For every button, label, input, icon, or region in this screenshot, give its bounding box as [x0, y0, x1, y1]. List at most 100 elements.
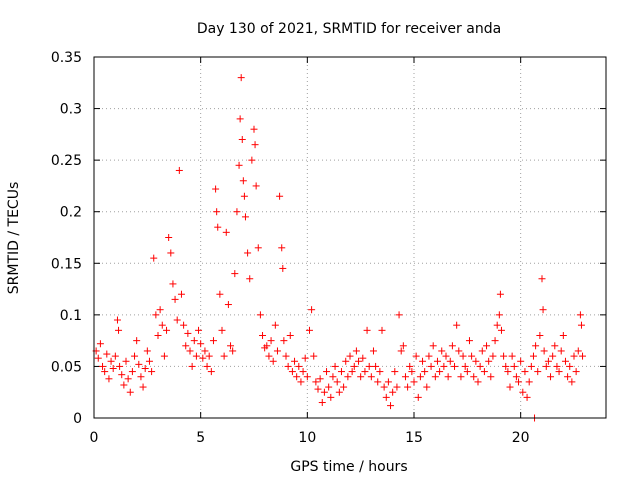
data-point	[109, 364, 117, 372]
data-point	[431, 373, 439, 381]
data-point	[218, 326, 226, 334]
data-point	[433, 357, 441, 365]
data-point	[384, 378, 392, 386]
data-point	[446, 357, 454, 365]
y-tick-label: 0.2	[60, 205, 82, 221]
data-point	[318, 399, 326, 407]
data-point	[156, 306, 164, 314]
data-point	[572, 368, 580, 376]
data-point	[359, 354, 367, 362]
data-point	[291, 357, 299, 365]
data-point	[139, 383, 147, 391]
data-point	[284, 362, 292, 370]
data-point	[327, 393, 335, 401]
data-point	[576, 311, 584, 319]
data-point	[372, 362, 380, 370]
data-point	[320, 388, 328, 396]
data-point	[236, 115, 244, 123]
data-point	[160, 352, 168, 360]
data-point	[238, 136, 246, 144]
data-point	[502, 362, 510, 370]
y-tick-label: 0.05	[51, 359, 82, 375]
data-point	[214, 223, 222, 231]
data-point	[423, 383, 431, 391]
data-point	[220, 352, 228, 360]
data-point	[483, 342, 491, 350]
data-point	[233, 208, 241, 216]
data-point	[363, 326, 371, 334]
data-point	[357, 373, 365, 381]
data-point	[199, 354, 207, 362]
data-point	[173, 316, 181, 324]
y-tick-label: 0.25	[51, 153, 82, 169]
data-point	[549, 352, 557, 360]
data-point	[579, 352, 587, 360]
data-point	[235, 161, 243, 169]
data-point	[286, 331, 294, 339]
data-point	[229, 347, 237, 355]
data-point	[278, 244, 286, 252]
data-point	[440, 362, 448, 370]
data-point	[517, 357, 525, 365]
x-tick-label: 15	[405, 430, 423, 446]
data-point	[120, 381, 128, 389]
data-point	[126, 388, 134, 396]
data-point	[269, 357, 277, 365]
y-tick-label: 0	[73, 411, 82, 427]
data-point	[389, 388, 397, 396]
grid	[94, 57, 606, 418]
data-point	[175, 166, 183, 174]
data-point	[186, 347, 194, 355]
data-point	[555, 368, 563, 376]
data-point	[525, 378, 533, 386]
data-point	[561, 357, 569, 365]
data-point	[154, 331, 162, 339]
data-point	[276, 192, 284, 200]
data-point	[404, 383, 412, 391]
data-point	[427, 362, 435, 370]
data-point	[397, 347, 405, 355]
data-point	[177, 290, 185, 298]
x-tick-label: 5	[196, 430, 205, 446]
data-point	[361, 368, 369, 376]
data-point	[131, 352, 139, 360]
data-point	[566, 362, 574, 370]
data-point	[497, 326, 505, 334]
data-point	[331, 362, 339, 370]
data-point	[203, 362, 211, 370]
data-point	[308, 306, 316, 314]
data-point	[536, 331, 544, 339]
data-point	[474, 378, 482, 386]
data-point	[453, 321, 461, 329]
data-point	[553, 362, 561, 370]
data-point	[150, 254, 158, 262]
data-point	[527, 362, 535, 370]
data-point	[444, 373, 452, 381]
data-point	[143, 347, 151, 355]
data-point	[256, 311, 264, 319]
data-point	[496, 290, 504, 298]
data-point	[346, 352, 354, 360]
data-point	[259, 331, 267, 339]
data-point	[301, 354, 309, 362]
data-point	[241, 213, 249, 221]
data-point	[103, 350, 111, 358]
y-axis-label: SRMTID / TECUs	[6, 182, 22, 295]
data-point	[451, 362, 459, 370]
data-point	[158, 321, 166, 329]
data-point	[521, 368, 529, 376]
data-point	[532, 342, 540, 350]
data-point	[145, 357, 153, 365]
data-point	[570, 352, 578, 360]
data-point	[491, 337, 499, 345]
data-point	[568, 378, 576, 386]
data-point	[293, 373, 301, 381]
data-point	[271, 321, 279, 329]
data-point	[148, 368, 156, 376]
data-point	[515, 378, 523, 386]
data-point	[107, 357, 115, 365]
data-point	[263, 342, 271, 350]
data-point	[335, 388, 343, 396]
data-point	[472, 357, 480, 365]
data-point	[227, 342, 235, 350]
